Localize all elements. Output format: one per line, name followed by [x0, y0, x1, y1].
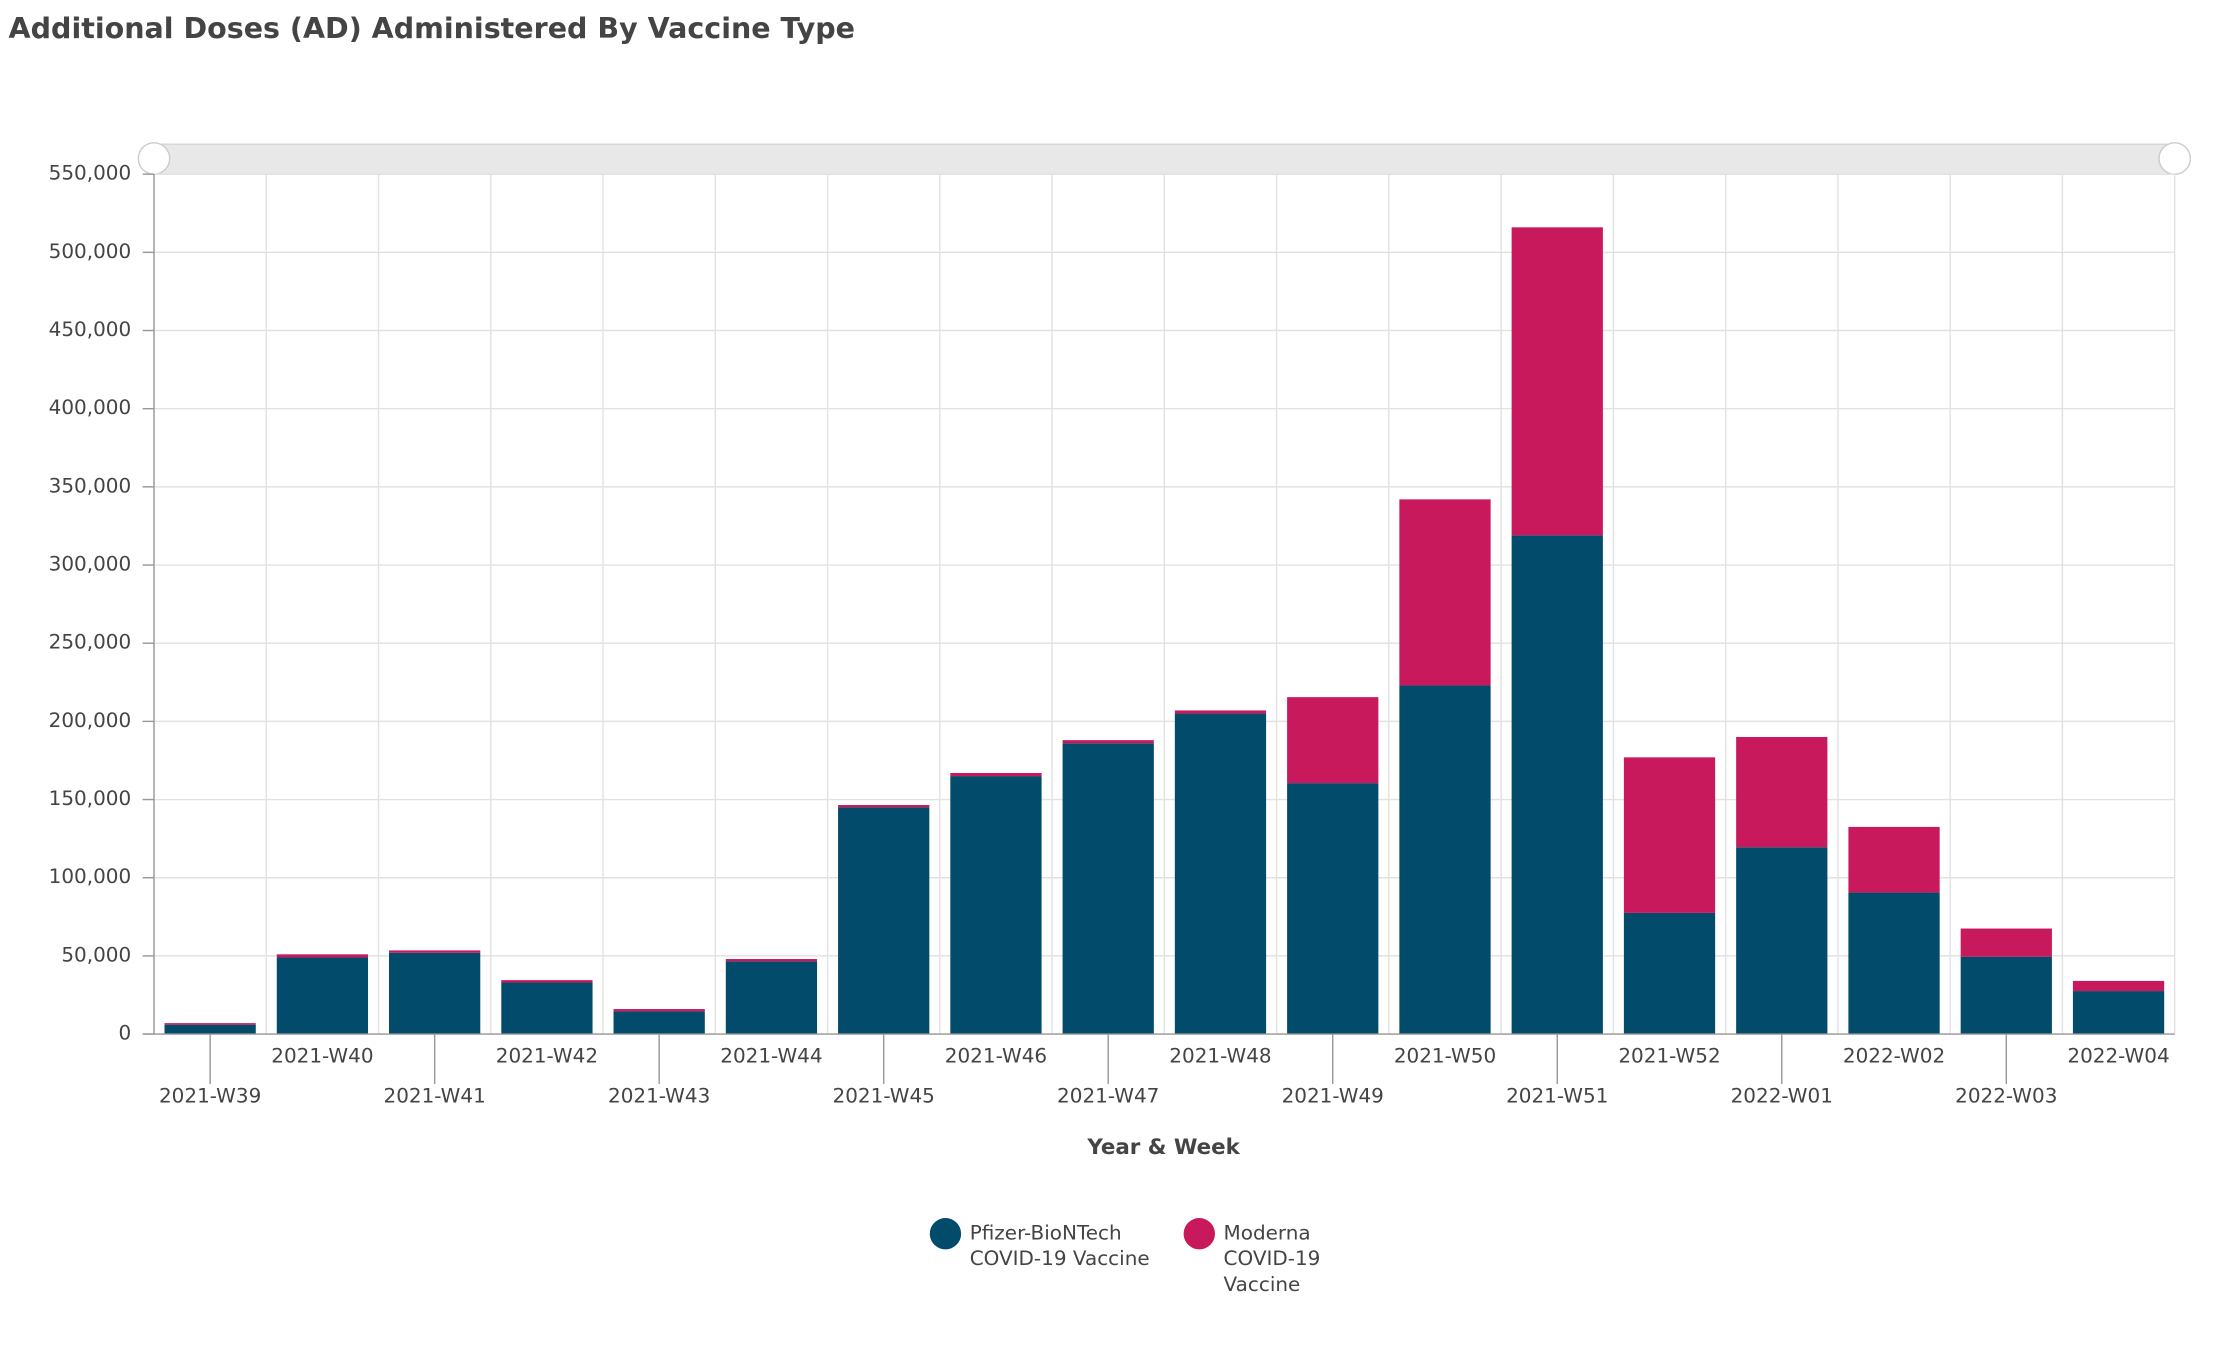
- x-tick-label: 2021-W51: [1506, 1083, 1608, 1107]
- bar-segment: [950, 772, 1042, 777]
- x-tick-label: 2021-W46: [945, 1043, 1047, 1067]
- bar-segment: [1174, 713, 1267, 1035]
- bar-segment: [1511, 535, 1603, 1035]
- y-tick-label: 400,000: [49, 395, 132, 419]
- legend-text: Pfizer-BioNTech COVID-19 Vaccine: [969, 1222, 1150, 1271]
- bar-segment: [501, 982, 593, 1035]
- grid: [154, 173, 2176, 1035]
- bar-segment: [2072, 991, 2165, 1035]
- bar-segment: [1960, 956, 2052, 1035]
- y-tick-label: 200,000: [49, 708, 132, 732]
- y-tick-label: 150,000: [49, 786, 132, 810]
- y-tick-label: 300,000: [49, 552, 132, 576]
- bar-segment: [1399, 499, 1491, 686]
- bar-segment: [389, 950, 481, 953]
- legend-swatch: [929, 1218, 962, 1250]
- x-tick-label: 2022-W03: [1955, 1083, 2057, 1107]
- bar-segment: [164, 1024, 256, 1035]
- x-tick-label: 2022-W01: [1731, 1083, 1833, 1107]
- bar-segment: [1399, 685, 1491, 1035]
- x-tick-label: 2022-W02: [1843, 1043, 1945, 1067]
- y-tick-label: 500,000: [49, 239, 132, 263]
- x-axis-title: Year & Week: [1086, 1135, 1240, 1160]
- bar-segment: [725, 959, 818, 962]
- bar-segment: [1623, 757, 1716, 913]
- bar-segment: [501, 980, 593, 983]
- slider-handle[interactable]: [137, 142, 171, 175]
- slider-handle[interactable]: [2158, 142, 2192, 175]
- y-tick-label: 100,000: [49, 864, 132, 888]
- bar-segment: [1736, 847, 1828, 1035]
- x-tick-label: 2021-W49: [1282, 1083, 1384, 1107]
- legend-swatch: [1183, 1218, 1215, 1250]
- x-tick-label: 2021-W42: [496, 1043, 598, 1067]
- y-tick-label: 0: [118, 1021, 131, 1045]
- axes: 0 50,000 100,000 150,000 200,000 250,000 300,0…: [49, 161, 2175, 1107]
- bar-segment: [1623, 912, 1716, 1035]
- x-tick-label: 2021-W40: [271, 1043, 373, 1067]
- y-tick-label: 250,000: [49, 630, 132, 654]
- bar-segment: [2072, 980, 2165, 992]
- x-tick-label: 2021-W47: [1057, 1083, 1159, 1107]
- x-tick-label: 2021-W41: [384, 1083, 486, 1107]
- x-tick-label: 2021-W43: [608, 1083, 710, 1107]
- legend-label: Pfizer-BioNTech COVID-19 Vaccine: [969, 1222, 1150, 1271]
- bar-segment: [1511, 227, 1603, 536]
- bar-segment: [1062, 743, 1154, 1035]
- bar-segment: [950, 776, 1042, 1035]
- y-tick-label: 50,000: [61, 942, 131, 966]
- x-tick-label: 2021-W50: [1394, 1043, 1496, 1067]
- bar-segment: [725, 961, 818, 1035]
- bar-segment: [1960, 928, 2052, 957]
- x-tick-label: 2021-W48: [1169, 1043, 1271, 1067]
- x-tick-label: 2022-W04: [2067, 1043, 2169, 1067]
- bars: [164, 227, 2165, 1035]
- bar-segment: [613, 1009, 705, 1012]
- bar-segment: [389, 952, 481, 1035]
- bar-segment: [838, 805, 930, 808]
- x-tick-label: 2021-W44: [720, 1043, 822, 1067]
- bar-segment: [1736, 737, 1828, 848]
- bar-segment: [613, 1011, 705, 1035]
- x-tick-label: 2021-W45: [833, 1083, 935, 1107]
- y-tick-label: 450,000: [49, 317, 132, 341]
- bar-segment: [164, 1023, 256, 1025]
- range-slider[interactable]: [153, 143, 2176, 175]
- legend-item: Moderna COVID-19 Vaccine: [1183, 1218, 1321, 1297]
- bar-segment: [276, 957, 369, 1035]
- bar-segment: [1287, 697, 1379, 784]
- x-tick-label: 2021-W52: [1618, 1043, 1720, 1067]
- bar-segment: [1848, 892, 1940, 1035]
- y-tick-label: 550,000: [49, 161, 132, 185]
- bar-segment: [838, 807, 930, 1035]
- x-tick-label: 2021-W39: [159, 1083, 261, 1107]
- bar-segment: [1174, 710, 1267, 714]
- bar-segment: [1848, 826, 1940, 893]
- bar-segment: [1062, 740, 1154, 744]
- legend-label: Moderna COVID-19 Vaccine: [1223, 1222, 1321, 1297]
- chart-title: Additional Doses (AD) Administered By Va…: [9, 12, 855, 45]
- bar-segment: [1287, 783, 1379, 1035]
- bar-segment: [276, 954, 369, 958]
- y-tick-label: 350,000: [49, 473, 132, 497]
- legend-text: Moderna COVID-19 Vaccine: [1223, 1222, 1321, 1297]
- legend-item: Pfizer-BioNTech COVID-19 Vaccine: [929, 1218, 1150, 1271]
